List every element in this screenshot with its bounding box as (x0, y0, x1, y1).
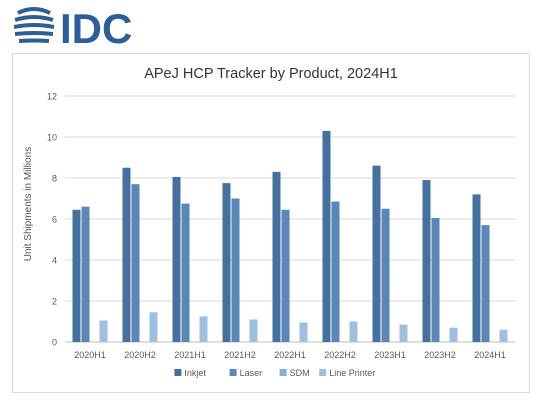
legend-swatch (229, 369, 237, 376)
legend-swatch (174, 369, 182, 376)
bar-laser (331, 201, 340, 342)
bar-laser (231, 198, 240, 342)
legend-label: SDM (290, 368, 310, 378)
x-tick-labels: 2020H1 2020H2 2021H1 2021H2 2022H1 2022H2 2023… (74, 350, 506, 360)
y-tick-label: 2 (52, 297, 57, 307)
chart-frame: APeJ HCP Tracker by Product, 2024H1 Unit… (12, 53, 530, 393)
bar-laser (381, 208, 390, 342)
bars (72, 130, 508, 342)
x-tick-label: 2023H2 (424, 350, 456, 360)
x-tick-label: 2021H1 (174, 350, 206, 360)
bar-laser (281, 209, 290, 342)
legend-label: Inkjet (184, 368, 206, 378)
x-tick-label: 2022H1 (274, 350, 306, 360)
bar-line-printer (199, 316, 208, 342)
bar-inkjet (322, 130, 331, 342)
x-tick-label: 2021H2 (224, 350, 256, 360)
legend-label: Line Printer (329, 368, 375, 378)
bar-line-printer (299, 322, 308, 342)
bar-line-printer (399, 324, 408, 342)
x-tick-label: 2020H1 (74, 350, 106, 360)
bar-inkjet (272, 171, 281, 342)
y-tick-label: 10 (47, 133, 57, 143)
bar-line-printer (149, 312, 158, 342)
y-axis-label: Unit Shipments in Millions (23, 147, 34, 262)
y-tick-label: 12 (47, 92, 57, 102)
legend-swatch (279, 369, 287, 376)
legend-label: Laser (240, 368, 263, 378)
idc-logo-graphic: IDC (13, 5, 132, 52)
bar-chart: APeJ HCP Tracker by Product, 2024H1 Unit… (23, 66, 515, 378)
bar-inkjet (172, 176, 181, 342)
globe-icon (13, 7, 55, 43)
x-tick-label: 2020H2 (124, 350, 156, 360)
bar-inkjet (122, 167, 131, 342)
gridlines (65, 95, 515, 343)
x-tick-label: 2024H1 (474, 350, 506, 360)
y-tick-label: 4 (52, 256, 57, 266)
bar-inkjet (222, 183, 231, 342)
bar-inkjet (372, 165, 381, 342)
chart-title: APeJ HCP Tracker by Product, 2024H1 (144, 66, 398, 82)
bar-laser (131, 184, 140, 342)
bar-inkjet (422, 180, 431, 342)
bar-laser (481, 225, 490, 342)
logo-text: IDC (60, 5, 132, 47)
x-tick-label: 2022H2 (324, 350, 356, 360)
legend-swatch (319, 369, 327, 376)
bar-line-printer (349, 321, 358, 342)
bar-line-printer (99, 320, 108, 342)
y-tick-label: 6 (52, 215, 57, 225)
x-tick-label: 2023H1 (374, 350, 406, 360)
y-tick-label: 8 (52, 174, 57, 184)
bar-line-printer (249, 319, 258, 342)
bar-inkjet (72, 209, 81, 342)
bar-laser (181, 203, 190, 342)
idc-logo: IDC (13, 5, 144, 52)
bar-laser (81, 206, 90, 342)
y-tick-label: 0 (52, 338, 57, 348)
bar-line-printer (499, 329, 508, 342)
bar-line-printer (449, 327, 458, 342)
legend: Inkjet Laser SDM Line Printer (174, 368, 375, 378)
bar-inkjet (472, 194, 481, 342)
bar-laser (431, 217, 440, 342)
y-tick-labels: 0 2 4 6 8 10 12 (47, 92, 57, 348)
